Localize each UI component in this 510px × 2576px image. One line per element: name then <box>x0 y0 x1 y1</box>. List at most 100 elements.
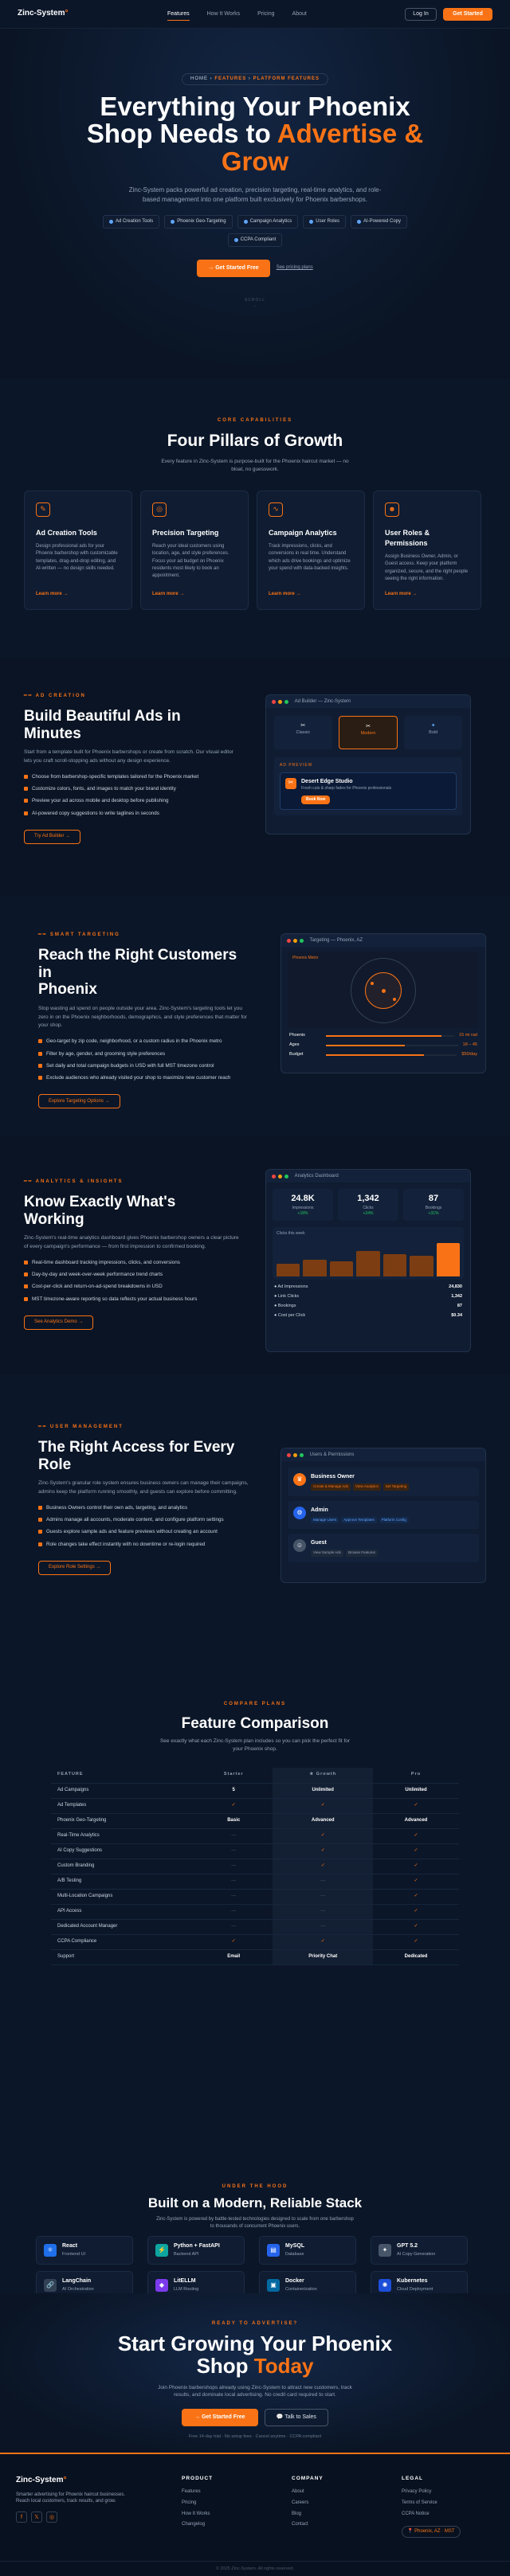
template-tile[interactable]: ✦ Bold <box>404 716 463 749</box>
learn-more-link[interactable]: Learn more → <box>152 592 185 597</box>
footer-link[interactable]: Features <box>182 2489 201 2495</box>
learn-more-link[interactable]: Learn more → <box>36 592 69 597</box>
comparison-table: FEATURE Starter ★ Growth Pro Ad Campaigns 5 U… <box>51 1768 459 1965</box>
template-tile[interactable]: ✂ Classic <box>274 716 332 749</box>
ad-text: Fresh cuts & sharp fades for Phoenix pro… <box>301 786 392 792</box>
check-icon <box>24 1284 28 1289</box>
cta-get-started-button[interactable]: → Get Started Free <box>182 2408 258 2426</box>
get-started-button[interactable]: Get Started <box>443 8 492 21</box>
learn-more-link[interactable]: Learn more → <box>385 592 418 597</box>
window-bar: Users & Permissions <box>281 1448 485 1461</box>
tech-desc: AI Copy Generation <box>397 2252 436 2257</box>
check-icon <box>24 1296 28 1301</box>
metric-row: ● Link Clicks 1,342 <box>274 1294 462 1300</box>
check-icon <box>24 787 28 792</box>
footer-link[interactable]: Blog <box>292 2511 302 2516</box>
tech-icon: ◆ <box>155 2279 168 2292</box>
users-icon: ☻ <box>385 502 399 517</box>
pillar-card[interactable]: ✎ Ad Creation Tools Design professional … <box>24 491 132 610</box>
footer-link[interactable]: How It Works <box>182 2511 210 2516</box>
pillar-card[interactable]: ◎ Precision Targeting Reach your ideal c… <box>140 491 249 610</box>
cta-section: READY TO ADVERTISE? Start Growing Your P… <box>0 2293 510 2453</box>
chart-bar <box>303 1260 327 1276</box>
crumb-current: PLATFORM FEATURES <box>253 76 320 81</box>
template-tile-selected[interactable]: ✂ Modern <box>338 716 398 749</box>
nav-link-about[interactable]: About <box>292 11 307 17</box>
see-pricing-link[interactable]: See pricing plans <box>276 265 313 271</box>
logo[interactable]: Zinc-System° <box>18 9 69 18</box>
metric-row: ● Bookings 87 <box>274 1304 462 1309</box>
learn-more-link[interactable]: Learn more → <box>269 592 301 597</box>
dot-icon <box>171 220 175 225</box>
plan-cell: Advanced <box>373 1813 459 1829</box>
breadcrumb: HOME › FEATURES › PLATFORM FEATURES <box>181 73 329 85</box>
metric-rows: ● Ad Impressions 24,830 ● Link Clicks 1,34… <box>266 1280 470 1324</box>
check-icon <box>38 1051 42 1056</box>
plan-cell: — <box>273 1904 374 1920</box>
plan-cell: ✓ <box>373 1859 459 1874</box>
table-row: Custom Branding — ✓ ✓ <box>51 1859 459 1874</box>
chart-bar <box>436 1243 460 1276</box>
section-label: ━━ USER MANAGEMENT <box>38 1425 124 1429</box>
try-ad-builder-button[interactable]: Try Ad Builder → <box>24 829 81 844</box>
hero-get-started-button[interactable]: → Get Started Free <box>197 259 270 277</box>
footer-link[interactable]: Changelog <box>182 2522 206 2527</box>
analytics-mockup: Analytics Dashboard 24.8K Impressions +18%… <box>265 1169 471 1352</box>
feature-name: CCPA Compliance <box>51 1934 194 1950</box>
feature-list: Real-time dashboard tracking impressions… <box>24 1259 239 1303</box>
footer-link[interactable]: Terms of Service <box>402 2500 437 2506</box>
comparison-section: COMPARE PLANS Feature Comparison See exa… <box>0 1656 510 2174</box>
dot-icon <box>233 237 238 242</box>
pillar-card[interactable]: ☻ User Roles & Permissions Assign Busine… <box>373 491 481 610</box>
pillar-text: Reach your ideal customers using locatio… <box>152 544 230 579</box>
feature-list: Geo-target by zip code, neighborhood, or… <box>38 1038 253 1081</box>
book-now-button[interactable]: Book Now <box>301 795 331 804</box>
pillar-card[interactable]: ∿ Campaign Analytics Track impressions, … <box>257 491 365 610</box>
feature-name: Support <box>51 1949 194 1965</box>
edit-icon: ✎ <box>36 502 50 517</box>
feature-name: Ad Campaigns <box>51 1783 194 1799</box>
footer-link[interactable]: Privacy Policy <box>402 2489 432 2495</box>
explore-roles-button[interactable]: Explore Role Settings → <box>38 1560 112 1575</box>
footer-link[interactable]: About <box>292 2489 304 2495</box>
table-row: Phoenix Geo-Targeting Basic Advanced Advanc… <box>51 1813 459 1829</box>
table-row: A/B Testing — — ✓ <box>51 1874 459 1890</box>
range-slider[interactable] <box>326 1034 441 1037</box>
facebook-icon[interactable]: f <box>16 2511 27 2523</box>
footer-link[interactable]: Contact <box>292 2522 308 2527</box>
top-nav: Zinc-System° Features How It Works Prici… <box>0 0 510 29</box>
section-subtitle: See exactly what each Zinc-System plan i… <box>159 1738 351 1752</box>
range-slider[interactable] <box>326 1053 425 1056</box>
plan-cell: Email <box>194 1949 273 1965</box>
analytics-demo-button[interactable]: See Analytics Demo → <box>24 1315 94 1330</box>
plan-cell: Advanced <box>273 1813 374 1829</box>
instagram-icon[interactable]: ◎ <box>46 2511 57 2523</box>
user-row[interactable]: ⚙ Admin Manage Users Approve Templates Pla… <box>288 1500 479 1530</box>
crumb-features[interactable]: FEATURES <box>214 76 247 81</box>
copyright: © 2025 Zinc-System. All rights reserved. <box>0 2561 510 2573</box>
user-row[interactable]: ☺ Guest View Sample Ads Browse Features <box>288 1534 479 1562</box>
chart-icon: ∿ <box>269 502 283 517</box>
footer-logo[interactable]: Zinc-System° <box>16 2476 67 2484</box>
talk-to-sales-button[interactable]: 💬 Talk to Sales <box>264 2408 328 2426</box>
nav-link-features[interactable]: Features <box>167 10 190 21</box>
pillar-title: Campaign Analytics <box>269 529 337 537</box>
user-row[interactable]: ♛ Business Owner Create & Manage Ads View… <box>288 1468 479 1496</box>
crumb-home[interactable]: HOME <box>190 76 208 81</box>
footer-link[interactable]: CCPA Notice <box>402 2511 430 2516</box>
location-badge: 📍 Phoenix, AZ · MST <box>402 2526 461 2539</box>
footer-link[interactable]: Pricing <box>182 2500 197 2506</box>
dot-icon <box>108 220 113 225</box>
list-item: Set daily and total campaign budgets in … <box>38 1062 253 1069</box>
twitter-icon[interactable]: 𝕏 <box>31 2511 42 2523</box>
nav-link-how[interactable]: How It Works <box>206 11 241 17</box>
footer-link[interactable]: Careers <box>292 2500 309 2506</box>
hero-ctas: → Get Started Free See pricing plans <box>0 259 510 277</box>
explore-targeting-button[interactable]: Explore Targeting Options → <box>38 1093 120 1108</box>
nav-link-pricing[interactable]: Pricing <box>257 11 275 17</box>
chat-icon: 💬 <box>276 2414 284 2420</box>
ad-builder-mockup: Ad Builder — Zinc-System ✂ Classic ✂ Moder… <box>265 694 471 835</box>
tech-desc: Containerization <box>285 2287 317 2292</box>
login-button[interactable]: Log In <box>405 8 437 21</box>
range-slider[interactable] <box>326 1044 406 1046</box>
